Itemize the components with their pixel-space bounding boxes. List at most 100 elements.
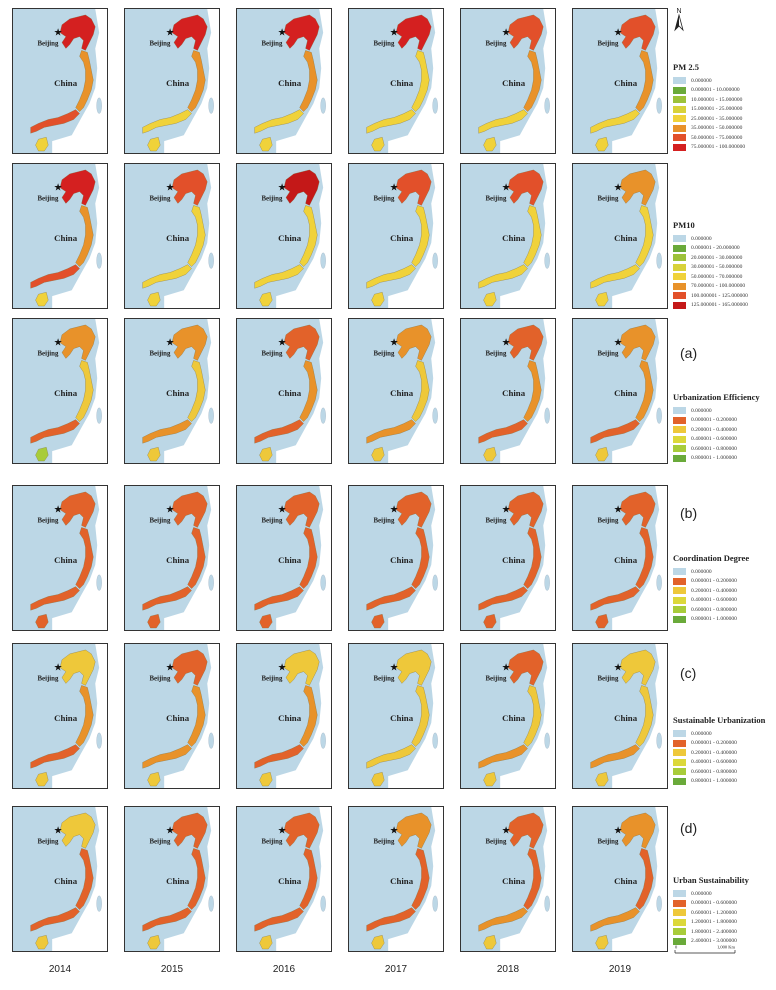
sea-area (500, 9, 555, 153)
coastal-region-hainan (35, 614, 49, 629)
taiwan-island (96, 252, 102, 269)
coastal-region-hainan (35, 292, 49, 307)
legend-item: 0.000001 - 0.200000 (673, 416, 760, 426)
coastal-region-south (366, 586, 416, 611)
legend-label: 2.400001 - 3.000000 (691, 938, 737, 945)
star-icon: ★ (54, 663, 63, 674)
legend-item: 0.000000 (673, 76, 745, 86)
beijing-label: Beijing (149, 40, 170, 47)
sea-area (500, 319, 555, 463)
sea-area (164, 9, 219, 153)
legend-title: Urban Sustainability (673, 875, 749, 885)
coastal-region-hainan (147, 292, 161, 307)
coastal-region-hainan (35, 447, 49, 462)
coastal-region-hainan (259, 292, 273, 307)
taiwan-island (432, 252, 438, 269)
map-panel: ★ Beijing China (124, 8, 220, 154)
legend-item: 0.000001 - 20.000000 (673, 244, 748, 254)
star-icon: ★ (390, 663, 399, 674)
panel-letter: (c) (680, 665, 697, 681)
legend-label: 0.000000 (691, 407, 712, 414)
legend-item: 0.800001 - 1.000000 (673, 615, 749, 625)
coastal-region-hainan (595, 614, 609, 629)
legend-item: 1.800001 - 2.400000 (673, 927, 749, 937)
coastal-region-mid (635, 50, 654, 112)
legend: Urbanization Efficiency 0.000000 0.000001 … (673, 392, 760, 463)
legend-label: 0.400001 - 0.600000 (691, 597, 737, 604)
beijing-label: Beijing (597, 195, 618, 202)
beijing-label: Beijing (597, 40, 618, 47)
legend-label: 0.800001 - 1.000000 (691, 455, 737, 462)
china-label: China (614, 555, 638, 565)
north-label: N (676, 8, 681, 15)
legend-title: PM 2.5 (673, 62, 699, 72)
star-icon: ★ (502, 826, 511, 837)
sea-area (276, 644, 331, 788)
map-panel: ★ Beijing China (12, 643, 108, 789)
coastal-region-mid (75, 360, 94, 422)
sea-area (500, 807, 555, 951)
legend-item: 0.800001 - 1.000000 (673, 777, 765, 787)
beijing-label: Beijing (485, 517, 506, 524)
coastal-region-south (30, 419, 80, 444)
sea-area (388, 644, 443, 788)
star-icon: ★ (54, 28, 63, 39)
china-label: China (390, 78, 414, 88)
legend-label: 0.000001 - 0.200000 (691, 417, 737, 424)
legend-title: Coordination Degree (673, 553, 750, 563)
panel-letter: (b) (680, 505, 698, 521)
legend-swatch (673, 454, 686, 462)
legend-swatch (673, 263, 686, 271)
sea-area (612, 486, 667, 630)
coastal-region-mid (523, 360, 542, 422)
legend-swatch (673, 282, 686, 290)
star-icon: ★ (502, 505, 511, 516)
legend-swatch (673, 254, 686, 262)
star-icon: ★ (166, 28, 175, 39)
legend-label: 0.600001 - 0.800000 (691, 768, 737, 775)
coastal-region-south (254, 419, 304, 444)
coastal-region-north (507, 649, 544, 686)
map-panel: ★ Beijing China (12, 318, 108, 464)
coastal-region-north (171, 649, 208, 686)
coastal-region-south (254, 744, 304, 769)
legend-swatch (673, 301, 686, 309)
china-label: China (390, 555, 414, 565)
legend-label: 0.000000 (691, 235, 712, 242)
legend-label: 0.000000 (691, 568, 712, 575)
legend-label: 30.000001 - 50.000000 (691, 264, 743, 271)
coastal-region-hainan (147, 447, 161, 462)
legend-item: 0.200001 - 0.400000 (673, 586, 749, 596)
coastal-region-north (59, 169, 96, 206)
beijing-label: Beijing (373, 838, 394, 845)
beijing-label: Beijing (37, 350, 58, 357)
legend-item: 15.000001 - 25.000000 (673, 105, 745, 115)
legend-swatch (673, 273, 686, 281)
coastal-region-north (171, 169, 208, 206)
legend-swatch (673, 416, 686, 424)
coastal-region-mid (75, 848, 94, 910)
coastal-region-mid (523, 527, 542, 589)
legend-label: 0.200001 - 0.400000 (691, 587, 737, 594)
coastal-region-hainan (35, 772, 49, 787)
legend-label: 0.000001 - 20.000000 (691, 245, 740, 252)
china-label: China (614, 78, 638, 88)
coastal-region-south (254, 586, 304, 611)
star-icon: ★ (166, 663, 175, 674)
china-label: China (390, 233, 414, 243)
coastal-region-mid (523, 685, 542, 747)
map-panel: ★ Beijing China (572, 643, 668, 789)
coastal-region-north (395, 169, 432, 206)
legend-item: 25.000001 - 35.000000 (673, 114, 745, 124)
star-icon: ★ (502, 338, 511, 349)
coastal-region-north (395, 812, 432, 849)
scale-end: 1,000 Km (717, 945, 735, 951)
year-label: 2015 (160, 964, 184, 975)
coastal-region-south (254, 907, 304, 932)
legend: PM10 0.000000 0.000001 - 20.000000 20.00000… (673, 220, 748, 310)
taiwan-island (96, 574, 102, 591)
coastal-region-mid (635, 685, 654, 747)
taiwan-island (544, 97, 550, 114)
beijing-label: Beijing (37, 40, 58, 47)
coastal-region-hainan (259, 614, 273, 629)
